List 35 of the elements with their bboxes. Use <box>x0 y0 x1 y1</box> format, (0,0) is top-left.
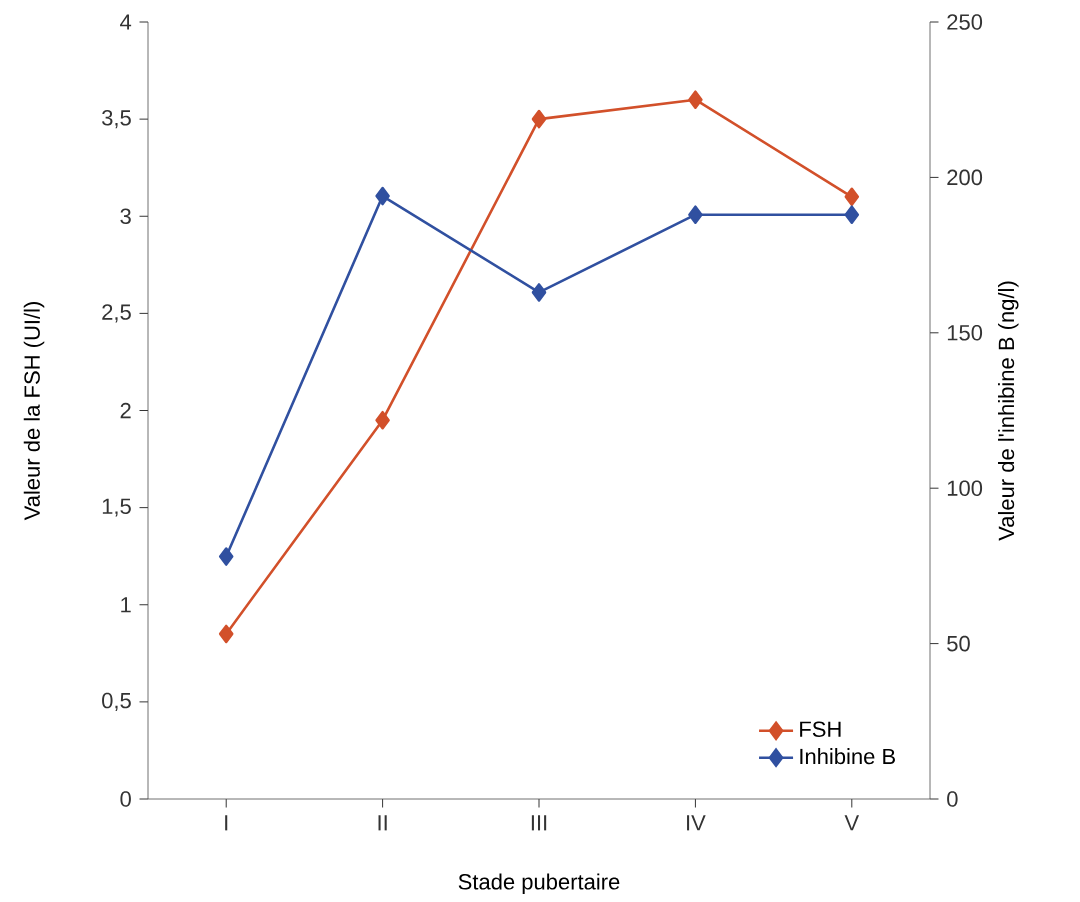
point <box>375 410 390 430</box>
point <box>688 90 703 109</box>
y-tick-label: 4 <box>120 14 132 30</box>
y2-tick-label: 0 <box>947 791 958 807</box>
x-axis-title: Stade pubertaire <box>458 873 620 894</box>
x-tick-label: III <box>531 815 547 831</box>
y2-tick-label: 50 <box>947 635 970 652</box>
x-tick-label: V <box>844 815 860 831</box>
legend-label: FSH <box>800 721 841 738</box>
y-tick-label: 2 <box>120 402 131 419</box>
x-tick-label: I <box>225 815 228 831</box>
y2-tick-label: 150 <box>947 325 983 341</box>
point <box>844 205 860 224</box>
legend-label: Inhibine B <box>800 748 895 765</box>
x-tick-label: II <box>378 815 387 831</box>
point <box>531 283 547 302</box>
point <box>218 547 234 566</box>
x-tick-label: IV <box>687 815 706 831</box>
y-tick-label: 0,5 <box>102 692 131 711</box>
y-tick-label: 1,5 <box>102 498 131 517</box>
point <box>375 186 390 206</box>
point <box>844 187 860 207</box>
y-axis-title: Valeur de la FSH (UI/l) <box>23 302 45 521</box>
y-tick-label: 3,5 <box>102 110 131 129</box>
y-tick-label: 0 <box>120 791 131 807</box>
y-tick-label: 3 <box>120 208 131 225</box>
point <box>688 205 703 224</box>
point <box>218 624 234 644</box>
y2-tick-label: 100 <box>947 480 983 496</box>
y-tick-label: 2,5 <box>102 304 131 323</box>
y2-tick-label: 200 <box>947 169 983 186</box>
y-tick-label: 1 <box>121 597 131 613</box>
y2-tick-label: 250 <box>947 14 983 30</box>
point <box>531 109 547 129</box>
y2-axis-title: Valeur de l'inhibine B (ng/l) <box>998 281 1019 541</box>
